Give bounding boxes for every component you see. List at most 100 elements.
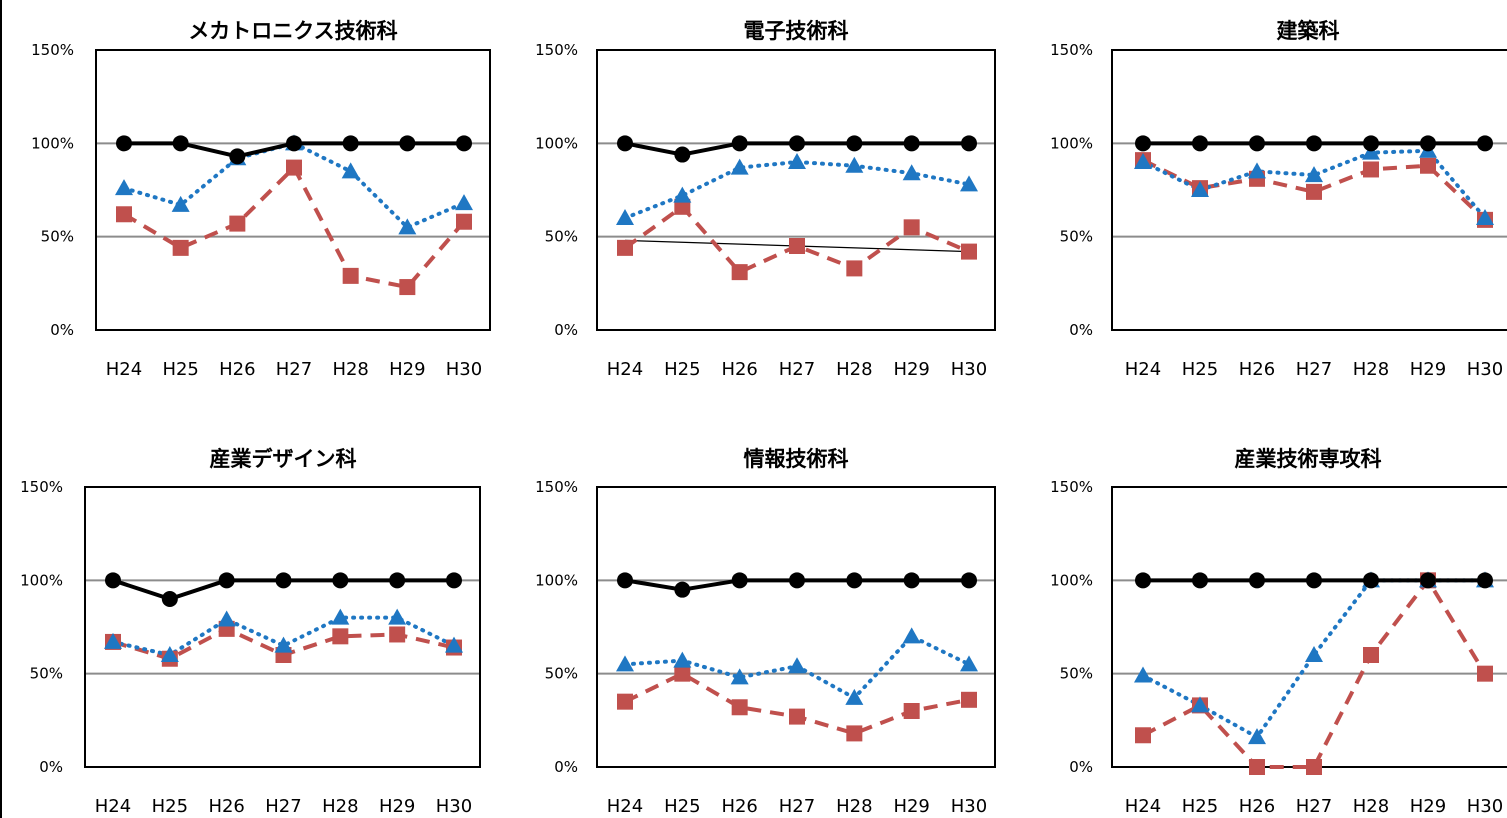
x-tick-label: H30 [951,359,987,380]
data-point-triangle [160,646,179,662]
data-point-circle [674,146,691,163]
data-point-triangle [1248,162,1266,179]
data-point-circle [731,135,748,152]
data-point-square [399,279,416,296]
x-tick-label: H30 [436,796,472,817]
data-point-square [789,708,805,725]
x-tick-label: H27 [779,359,815,380]
data-point-circle [172,135,189,152]
plot-frame [84,486,481,768]
data-point-triangle [115,179,133,196]
x-tick-label: H29 [1410,796,1446,817]
data-point-circle [903,572,920,589]
data-point-triangle [960,655,978,672]
chart-title: 産業技術専攻科 [1235,447,1382,471]
data-point-circle [789,572,805,589]
chart-panel-5: 情報技術科 0% 50% 100% 150% H24 H25 H26 H27 H28 H29 H30 [535,447,996,817]
x-tick-label: H30 [446,359,482,380]
chart-panel-2: 電子技術科 0% 50% 100% 150% H24 H25 H26 H27 H28 H29 H30 [535,19,996,380]
data-point-circle [1363,135,1379,152]
x-tick-label: H30 [951,796,987,817]
x-tick-label: H26 [721,359,757,380]
data-point-triangle [1134,666,1152,683]
x-tick-label: H26 [219,359,255,380]
data-point-circle [846,135,863,152]
data-point-triangle [1134,153,1152,169]
x-tick-label: H24 [1125,796,1161,817]
data-point-triangle [1305,166,1323,183]
y-tick-label: 50% [1060,665,1093,683]
page-left-border [0,0,2,818]
data-point-square [172,239,189,256]
x-tick-label: H25 [1182,796,1218,817]
data-point-triangle [455,194,473,211]
series-line-3 [122,165,466,290]
data-point-triangle [388,608,407,625]
y-tick-label: 100% [20,571,63,589]
data-point-triangle [398,218,417,235]
data-point-circle [903,135,920,152]
data-point-square [961,243,977,260]
data-point-circle [617,135,633,152]
data-point-square [674,198,691,215]
data-point-square [846,260,863,277]
y-tick-label: 150% [535,41,578,59]
data-point-triangle [1191,181,1209,197]
y-tick-label: 150% [20,478,63,496]
plot-frame [596,49,996,331]
data-point-circle [731,572,748,589]
x-tick-label: H28 [1353,796,1389,817]
data-point-circle [961,572,977,589]
x-tick-label: H30 [1467,359,1503,380]
data-point-triangle [902,164,921,181]
x-tick-label: H30 [1467,796,1503,817]
chart-title: 電子技術科 [744,19,849,43]
x-tick-label: H28 [322,796,358,817]
data-point-circle [1420,572,1436,589]
data-point-triangle [217,610,236,627]
x-tick-label: H26 [721,796,757,817]
chart-panel-6: 産業技術専攻科 0% 50% 100% 150% H24 H25 H26 H27 H28 H29 H3… [1050,447,1507,817]
data-point-circle [446,572,462,589]
data-point-square [1477,665,1493,682]
data-point-square [286,159,302,176]
data-point-square [389,626,406,643]
data-point-circle [1192,572,1208,589]
x-tick-label: H27 [779,796,815,817]
data-point-square [961,691,977,708]
y-tick-label: 0% [50,321,74,339]
y-tick-label: 100% [1050,571,1093,589]
data-point-circle [846,572,863,589]
x-tick-label: H28 [332,359,368,380]
data-point-square [617,239,633,256]
y-tick-label: 150% [1050,41,1093,59]
data-point-triangle [274,636,293,653]
y-tick-label: 50% [41,228,74,246]
data-point-circle [1135,135,1151,152]
x-tick-label: H24 [106,359,142,380]
plot-frame [1111,49,1507,331]
x-tick-label: H29 [893,359,929,380]
data-point-triangle [104,632,122,649]
y-tick-label: 0% [1069,321,1093,339]
x-tick-label: H25 [1182,359,1218,380]
data-point-triangle [1305,646,1323,662]
data-point-circle [218,572,235,589]
data-point-square [617,693,633,710]
data-point-circle [161,591,178,607]
data-point-triangle [1248,728,1266,745]
data-point-square [731,264,748,281]
y-tick-label: 0% [554,758,578,776]
data-point-triangle [845,156,864,173]
x-tick-label: H28 [836,359,872,380]
data-point-square [1306,759,1322,775]
data-point-square [1306,183,1322,200]
y-tick-label: 100% [535,134,578,152]
data-point-circle [961,135,977,152]
data-point-triangle [616,209,634,225]
data-point-triangle [673,186,692,203]
data-point-triangle [331,608,350,625]
data-point-triangle [730,668,749,685]
data-point-circle [275,572,292,589]
